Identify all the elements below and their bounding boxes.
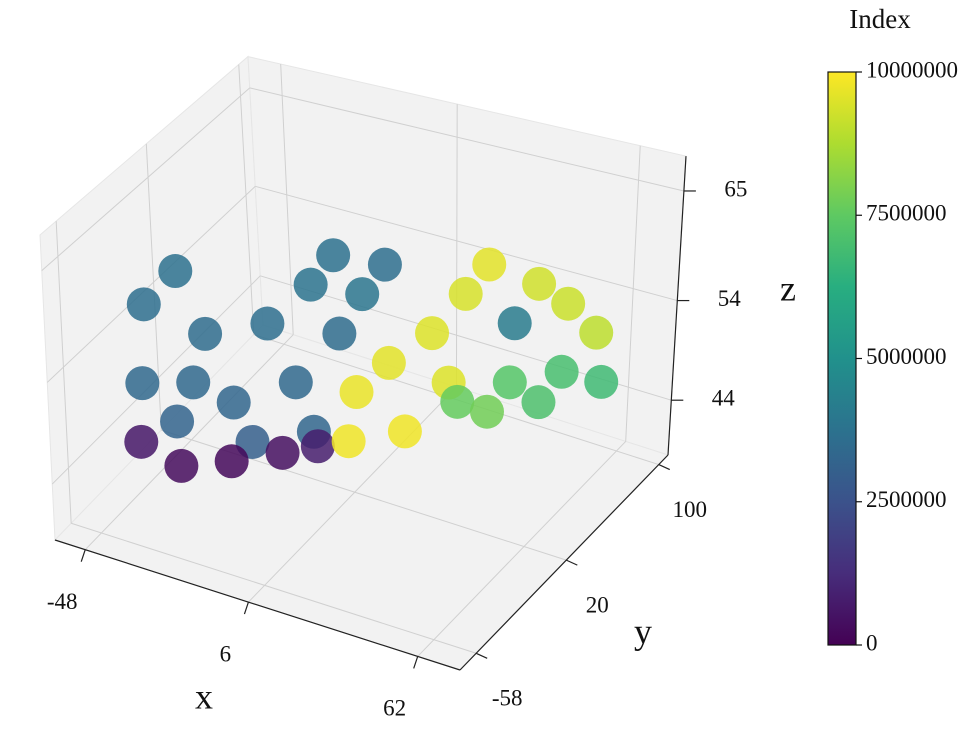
tick-label: 62 [383,696,406,721]
colorbar-tick-label: 5000000 [866,344,947,369]
colorbar: 0 2500000 5000000 7500000 10000000 [827,57,958,655]
grid-line [625,145,641,442]
data-point [551,286,586,321]
tick-label: 44 [712,385,736,410]
data-point [176,365,211,400]
data-point [584,364,619,399]
tick-mark [243,601,250,615]
grid-line [255,185,678,302]
grid-line [238,64,255,335]
grid-line [84,334,294,551]
tick-label: -58 [492,686,523,711]
tick-label: 65 [724,176,747,201]
grid-line [248,386,457,603]
tick-label: 6 [220,641,232,666]
colorbar-tick-label: 2500000 [866,487,947,512]
tick-mark [566,559,578,566]
z-axis-label: z [780,268,796,308]
data-point [300,429,335,464]
data-point [265,435,300,470]
data-point [440,384,475,419]
data-point [188,316,223,351]
tick-mark [475,652,488,659]
data-point [331,424,366,459]
data-point [164,448,199,483]
tick-mark [413,656,419,669]
grid-line [55,221,72,524]
data-point [497,306,532,341]
panes [39,55,687,671]
x-axis-label: x [195,676,213,716]
data-point [544,354,579,389]
data-point [579,315,614,350]
data-point [293,267,328,302]
data-point [278,365,313,400]
data-point [521,385,556,420]
data-point [158,254,193,289]
tick-mark [658,464,671,471]
colorbar-tick-label: 10000000 [866,57,958,82]
grid-line [71,522,477,654]
data-point [126,287,161,322]
data-point [339,375,374,410]
colorbar-tick-label: 0 [866,630,878,655]
data-point [448,276,483,311]
y-axis-line [459,454,669,671]
grid-line [46,185,256,383]
axes: -48 6 62 -58 20 100 44 54 65 [47,156,747,721]
data-point [250,306,285,341]
colorbar-fill [827,71,857,646]
data-point [387,414,422,449]
grid-line [249,87,685,192]
grid-line [41,87,251,271]
grid-line [417,441,627,657]
colorbar-tick-label: 7500000 [866,201,947,226]
tick-label: 100 [673,497,708,522]
data-point [367,247,402,282]
y-axis-label: y [634,611,652,651]
colorbar-label: Index [849,4,911,34]
x-axis-line [54,539,461,671]
data-point [214,444,249,479]
data-point [316,238,351,273]
grid-line [455,104,458,388]
tick-label: 20 [586,592,609,617]
data-point [322,316,357,351]
tick-label: -48 [47,589,78,614]
tick-label: 54 [718,286,742,311]
data-point [522,266,557,301]
data-point [469,394,504,429]
data-point [472,247,507,282]
data-point [125,366,160,401]
data-point [492,365,527,400]
data-point [415,316,450,351]
data-point [160,404,195,439]
data-point [216,385,251,420]
grid-line [280,64,294,335]
data-point [371,345,406,380]
tick-mark [80,549,86,562]
points [124,238,619,483]
data-point [124,424,159,459]
z-axis-line [667,156,687,456]
data-point [345,277,380,312]
